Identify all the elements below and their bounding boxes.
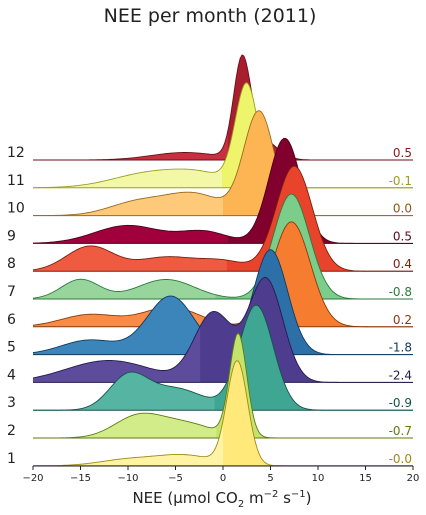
- ridge-area-5: [33, 249, 413, 355]
- mean-label-6: 0.2: [393, 313, 412, 327]
- x-tick-label: 0: [220, 473, 226, 484]
- row-label-12: 12: [7, 145, 25, 161]
- ridge-outline-7: [32, 193, 413, 300]
- row-label-9: 9: [7, 228, 16, 244]
- x-tick-label: −15: [70, 473, 91, 484]
- row-label-11: 11: [7, 173, 25, 189]
- ridge-month-10: 10 0.0: [7, 110, 413, 217]
- mean-label-3: -0.9: [389, 396, 412, 410]
- row-label-7: 7: [7, 284, 16, 300]
- x-tick-label: −10: [117, 473, 138, 484]
- x-tick-label: 20: [407, 473, 420, 484]
- chart-title: NEE per month (2011): [104, 5, 317, 27]
- x-tick-label: −5: [168, 473, 183, 484]
- ridge-area-3: [33, 305, 413, 411]
- ridge-month-11: 11 -0.1: [7, 82, 413, 189]
- mean-label-7: -0.8: [389, 285, 412, 299]
- row-label-4: 4: [7, 367, 16, 383]
- x-tick-label: 15: [359, 473, 372, 484]
- ridge-outline-12: [33, 54, 413, 161]
- x-tick-label: 10: [312, 473, 325, 484]
- ridge-area-upper-3: [214, 305, 413, 411]
- ridge-month-12: 12 0.5: [7, 54, 413, 161]
- row-label-1: 1: [7, 451, 16, 467]
- row-label-3: 3: [7, 395, 16, 411]
- row-label-2: 2: [7, 423, 16, 439]
- ridge-area-upper-11: [222, 82, 413, 188]
- row-label-10: 10: [7, 201, 25, 217]
- mean-label-4: -2.4: [389, 368, 412, 382]
- mean-label-5: -1.8: [389, 341, 412, 355]
- ridge-area-upper-10: [223, 110, 413, 216]
- mean-label-10: 0.0: [393, 202, 412, 216]
- ridge-area-upper-12: [227, 55, 413, 160]
- row-label-6: 6: [7, 312, 16, 328]
- row-label-8: 8: [7, 256, 16, 272]
- mean-label-8: 0.4: [393, 257, 412, 271]
- x-tick-label: 5: [267, 473, 273, 484]
- row-label-5: 5: [7, 340, 16, 356]
- mean-label-9: 0.5: [393, 229, 412, 243]
- ridges-layer: 12 0.511 -0.110 0.09 0.58 0.47 -0.86 0.25 -1.84-…: [7, 54, 413, 467]
- x-axis-label: NEE (µmol CO2 m−2 s−1): [132, 489, 311, 510]
- mean-label-12: 0.5: [393, 146, 412, 160]
- mean-label-11: -0.1: [389, 174, 412, 188]
- mean-label-2: -0.7: [389, 424, 412, 438]
- x-ticks: −20 −15 −10 −5 0 5 10 15 20: [22, 466, 419, 484]
- x-axis: −20 −15 −10 −5 0 5 10 15 20: [22, 465, 419, 484]
- mean-label-1: -0.0: [389, 452, 412, 466]
- x-tick-label: −20: [22, 473, 43, 484]
- ridge-outline-8: [32, 165, 413, 272]
- ridge-area-12: [33, 55, 413, 160]
